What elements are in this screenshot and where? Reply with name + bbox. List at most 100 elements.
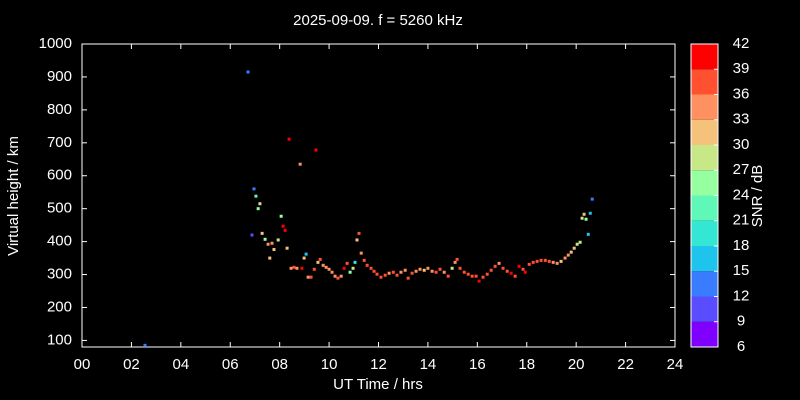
data-point [422, 268, 426, 272]
data-point [485, 272, 489, 276]
x-tick-label: 06 [222, 356, 239, 373]
data-point [316, 260, 320, 264]
data-point [314, 148, 318, 152]
data-point [547, 259, 551, 263]
x-tick-label: 02 [123, 356, 140, 373]
colorbar-tick-label: 27 [733, 161, 750, 178]
x-tick-label: 08 [271, 356, 288, 373]
data-point [535, 259, 539, 263]
data-point [372, 269, 376, 273]
data-point [383, 273, 387, 277]
data-point [300, 266, 304, 270]
colorbar-segment [691, 195, 718, 221]
x-axis-label: UT Time / hrs [333, 376, 423, 393]
data-point [348, 270, 352, 274]
data-point [563, 256, 567, 260]
data-point [521, 267, 525, 271]
colorbar-segment [691, 119, 718, 145]
x-tick-label: 24 [667, 356, 684, 373]
data-point [505, 269, 509, 273]
x-tick-label: 18 [518, 356, 535, 373]
data-point [362, 258, 366, 262]
colorbar-segment [691, 44, 718, 70]
data-point [260, 231, 264, 235]
data-point [430, 269, 434, 273]
data-point [298, 162, 302, 166]
data-point [333, 274, 337, 278]
x-tick-label: 16 [469, 356, 486, 373]
data-point [438, 267, 442, 271]
data-point [256, 207, 260, 211]
y-tick-label: 700 [47, 134, 72, 151]
data-point [403, 268, 407, 272]
colorbar-tick-label: 24 [733, 186, 750, 203]
data-point [474, 274, 478, 278]
data-point [572, 246, 576, 250]
data-point [580, 216, 584, 220]
colorbar-segment [691, 220, 718, 246]
colorbar-tick-label: 6 [737, 338, 745, 355]
data-point [551, 260, 555, 264]
x-tick-label: 10 [321, 356, 338, 373]
y-tick-label: 900 [47, 68, 72, 85]
x-tick-label: 14 [420, 356, 437, 373]
data-point [406, 276, 410, 280]
data-point [375, 272, 379, 276]
data-point [586, 232, 590, 236]
colorbar-segment [691, 94, 718, 120]
y-tick-label: 800 [47, 101, 72, 118]
colorbar-tick-label: 21 [733, 212, 750, 229]
data-point [254, 194, 258, 198]
data-point [493, 264, 497, 268]
colorbar-segment [691, 296, 718, 322]
data-point [588, 211, 592, 215]
data-point [462, 270, 466, 274]
data-point [312, 267, 316, 271]
data-point [321, 263, 325, 267]
data-point [387, 271, 391, 275]
data-point [450, 266, 454, 270]
colorbar-label: SNR / dB [749, 165, 766, 228]
data-point [272, 248, 276, 252]
data-point [566, 253, 570, 257]
colorbar-segment [691, 69, 718, 95]
data-point [527, 262, 531, 266]
y-tick-label: 500 [47, 200, 72, 217]
y-tick-label: 1000 [39, 35, 72, 52]
data-point [523, 270, 527, 274]
colorbar-tick-label: 9 [737, 313, 745, 330]
colorbar-tick-label: 30 [733, 136, 750, 153]
data-point [369, 266, 373, 270]
data-point [336, 276, 340, 280]
data-point [302, 256, 306, 260]
data-point [501, 266, 505, 270]
data-point [590, 197, 594, 201]
colorbar-segment [691, 271, 718, 297]
data-point [252, 187, 256, 191]
data-point [395, 273, 399, 277]
data-point [306, 275, 310, 279]
data-point [357, 231, 361, 235]
y-tick-label: 600 [47, 167, 72, 184]
data-point [339, 274, 343, 278]
y-tick-label: 200 [47, 298, 72, 315]
data-point [489, 268, 493, 272]
data-point [582, 212, 586, 216]
data-point [351, 266, 355, 270]
data-point [559, 259, 563, 263]
data-point [584, 217, 588, 221]
data-point [327, 267, 331, 271]
data-point [258, 202, 262, 206]
data-point [292, 265, 296, 269]
data-point [458, 266, 462, 270]
data-point [575, 242, 579, 246]
data-point [345, 261, 349, 265]
data-point [279, 214, 283, 218]
data-point [531, 260, 535, 264]
data-point [276, 238, 280, 242]
data-point [268, 256, 272, 260]
data-point [509, 271, 513, 275]
data-point [355, 238, 359, 242]
